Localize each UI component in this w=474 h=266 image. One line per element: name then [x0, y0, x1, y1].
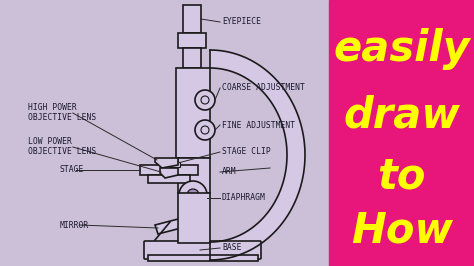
Polygon shape: [210, 50, 305, 260]
FancyBboxPatch shape: [144, 241, 261, 259]
Polygon shape: [155, 218, 185, 234]
Polygon shape: [160, 168, 178, 178]
Text: draw: draw: [344, 95, 460, 137]
Circle shape: [195, 90, 215, 110]
Bar: [178, 193, 210, 243]
Text: LOW POWER: LOW POWER: [28, 138, 72, 147]
Text: FINE ADJUSTMENT: FINE ADJUSTMENT: [222, 120, 295, 130]
Text: MIRROR: MIRROR: [60, 221, 89, 230]
Bar: [140, 165, 198, 175]
Text: STAGE CLIP: STAGE CLIP: [222, 148, 271, 156]
Text: BASE: BASE: [222, 243, 241, 252]
Bar: [183, 48, 201, 68]
Text: STAGE: STAGE: [60, 165, 84, 174]
Text: ARM: ARM: [222, 168, 237, 177]
Text: easily: easily: [334, 28, 470, 70]
Polygon shape: [155, 158, 178, 168]
Circle shape: [195, 120, 215, 140]
Bar: [176, 68, 210, 158]
Text: COARSE ADJUSTMENT: COARSE ADJUSTMENT: [222, 84, 305, 93]
Bar: [183, 5, 201, 33]
Bar: [178, 33, 206, 48]
Text: How: How: [351, 209, 453, 251]
Circle shape: [201, 96, 209, 104]
Text: OBJECTIVE LENS: OBJECTIVE LENS: [28, 148, 96, 156]
Bar: [178, 158, 210, 193]
Text: to: to: [378, 156, 426, 198]
Bar: [170, 162, 180, 167]
Text: DIAPHRAGM: DIAPHRAGM: [222, 193, 266, 202]
Circle shape: [179, 181, 207, 209]
Text: OBJECTIVE LENS: OBJECTIVE LENS: [28, 114, 96, 123]
Text: HIGH POWER: HIGH POWER: [28, 103, 77, 113]
Text: EYEPIECE: EYEPIECE: [222, 18, 261, 27]
Bar: [148, 175, 190, 183]
Circle shape: [187, 189, 199, 201]
Bar: [148, 255, 258, 261]
Bar: [329, 0, 474, 266]
Circle shape: [201, 126, 209, 134]
